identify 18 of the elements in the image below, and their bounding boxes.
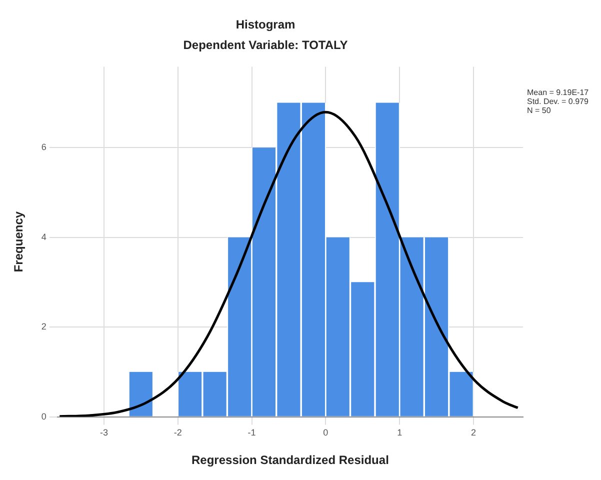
text: Std. Dev. = 0.979: [527, 97, 589, 106]
y-tick-label: 6: [41, 142, 46, 152]
x-tick-label: 0: [323, 428, 328, 438]
y-tick-label: 4: [41, 232, 46, 242]
chart-subtitle: Dependent Variable: TOTALY: [183, 38, 348, 52]
x-tick-label: -2: [174, 428, 182, 438]
y-tick-label: 0: [41, 411, 46, 422]
line-series: [58, 110, 520, 417]
x-tick-label: -3: [100, 428, 108, 438]
chart-title: Histogram: [236, 18, 296, 32]
text: Mean = 9.19E-17: [527, 88, 590, 98]
x-tick-label: 1: [397, 428, 402, 438]
x-axis-title: Regression Standardized Residual: [192, 453, 389, 468]
y-axis-title: Frequency: [12, 211, 26, 272]
y-tick-label: 2: [41, 322, 46, 332]
x-tick-label: -1: [248, 428, 256, 438]
x-tick-label: 2: [470, 428, 476, 438]
text: N = 50: [527, 106, 552, 116]
